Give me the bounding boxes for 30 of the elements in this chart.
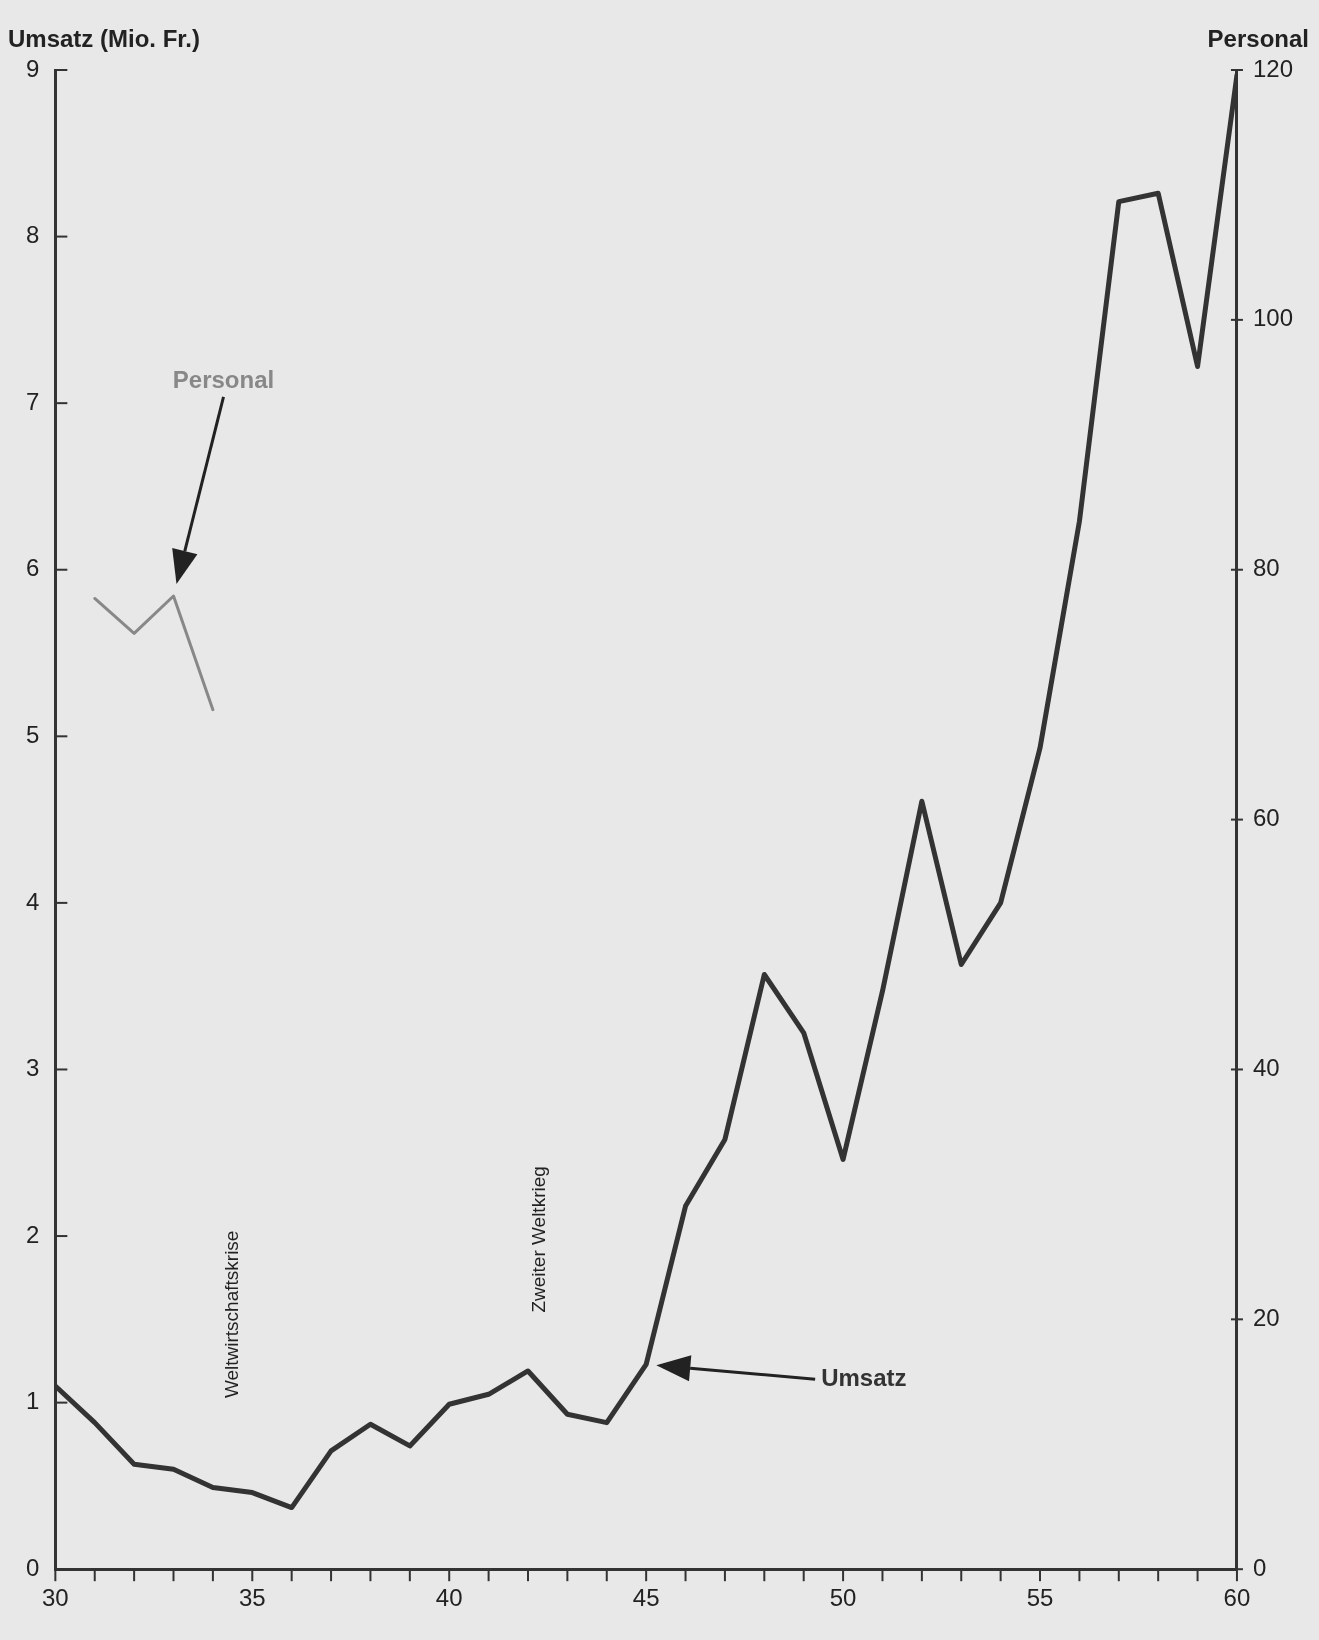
y-tick-label: 3 xyxy=(25,1054,40,1082)
y-tick-label: 9 xyxy=(25,54,40,82)
y-tick-label: 5 xyxy=(25,720,40,748)
annotation: Weltwirtschaftskrise xyxy=(220,1230,242,1399)
y2-axis-title: Personal xyxy=(1207,24,1309,52)
y-tick-label: 1 xyxy=(25,1387,40,1415)
x-tick-label: 60 xyxy=(1223,1584,1251,1612)
text: Personal xyxy=(172,365,275,393)
x-tick-label: 55 xyxy=(1026,1584,1054,1612)
text: Umsatz xyxy=(821,1363,907,1391)
y-tick-label: 2 xyxy=(25,1220,40,1248)
y-axis-title: Umsatz (Mio. Fr.) xyxy=(8,24,201,52)
y-tick-label: 6 xyxy=(25,554,40,582)
y2-tick-label: 60 xyxy=(1252,804,1280,832)
y2-tick-label: 20 xyxy=(1252,1303,1280,1331)
y-tick-label: 8 xyxy=(25,221,40,249)
x-tick-label: 30 xyxy=(42,1584,69,1612)
x-tick-label: 40 xyxy=(435,1584,463,1612)
x-tick-label: 50 xyxy=(829,1584,857,1612)
annotation: Zweiter Weltkrieg xyxy=(528,1166,550,1313)
y2-tick-label: 0 xyxy=(1252,1553,1267,1581)
x-tick-label: 45 xyxy=(632,1584,660,1612)
y-tick-label: 7 xyxy=(25,387,40,415)
y2-tick-label: 80 xyxy=(1252,554,1280,582)
x-tick-label: 35 xyxy=(238,1584,266,1612)
y-tick-label: 4 xyxy=(25,887,40,915)
y2-tick-label: 40 xyxy=(1252,1054,1280,1082)
y2-tick-label: 100 xyxy=(1252,304,1293,332)
y-tick-label: 0 xyxy=(25,1553,40,1581)
y2-tick-label: 120 xyxy=(1252,54,1293,82)
